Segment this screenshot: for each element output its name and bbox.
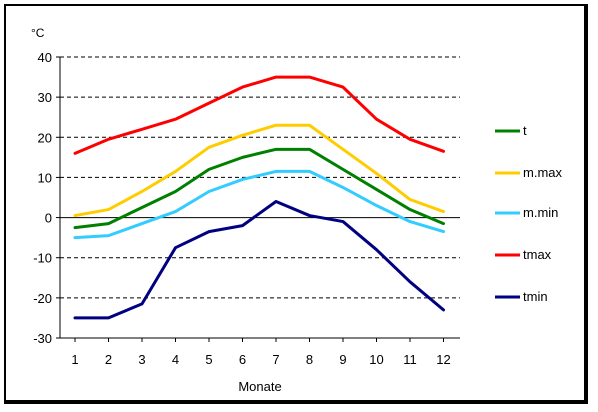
legend-label: t <box>523 123 527 138</box>
y-tick-label: 30 <box>38 90 52 105</box>
series-line-m-min <box>73 169 445 240</box>
x-tick-label: 5 <box>205 352 212 367</box>
y-tick-label: 10 <box>38 170 52 185</box>
y-tick-label: -20 <box>33 291 52 306</box>
series-line-tmax <box>73 75 445 155</box>
x-tick-label: 9 <box>339 352 346 367</box>
y-tick-label: 0 <box>45 211 52 226</box>
series-line-t <box>73 147 445 230</box>
legend-label: tmin <box>523 289 548 304</box>
series-line-m-max <box>73 123 445 218</box>
x-tick-label: 3 <box>138 352 145 367</box>
y-axis-unit-label: °C <box>31 26 45 40</box>
axes <box>56 56 460 342</box>
legend-label: tmax <box>523 247 552 262</box>
legend-label: m.max <box>523 165 563 180</box>
x-axis-title: Monate <box>238 379 281 394</box>
y-tick-label: 40 <box>38 50 52 65</box>
x-tick-label: 10 <box>369 352 383 367</box>
y-tick-label: 20 <box>38 130 52 145</box>
x-tick-label: 12 <box>436 352 450 367</box>
y-tick-label: -10 <box>33 251 52 266</box>
legend-label: m.min <box>523 205 558 220</box>
x-tick-label: 8 <box>306 352 313 367</box>
y-tick-label: -30 <box>33 331 52 346</box>
x-tick-label: 4 <box>172 352 179 367</box>
plot-area <box>60 57 460 338</box>
x-tick-label: 11 <box>403 352 417 367</box>
x-tick-label: 6 <box>239 352 246 367</box>
grid-lines <box>60 56 460 299</box>
series-line-tmin <box>73 200 445 320</box>
x-tick-label: 2 <box>105 352 112 367</box>
legend: t m.max m.min tmax tmin <box>495 123 563 304</box>
x-tick-label: 7 <box>272 352 279 367</box>
series-lines <box>73 75 445 320</box>
x-tick-label: 1 <box>71 352 78 367</box>
